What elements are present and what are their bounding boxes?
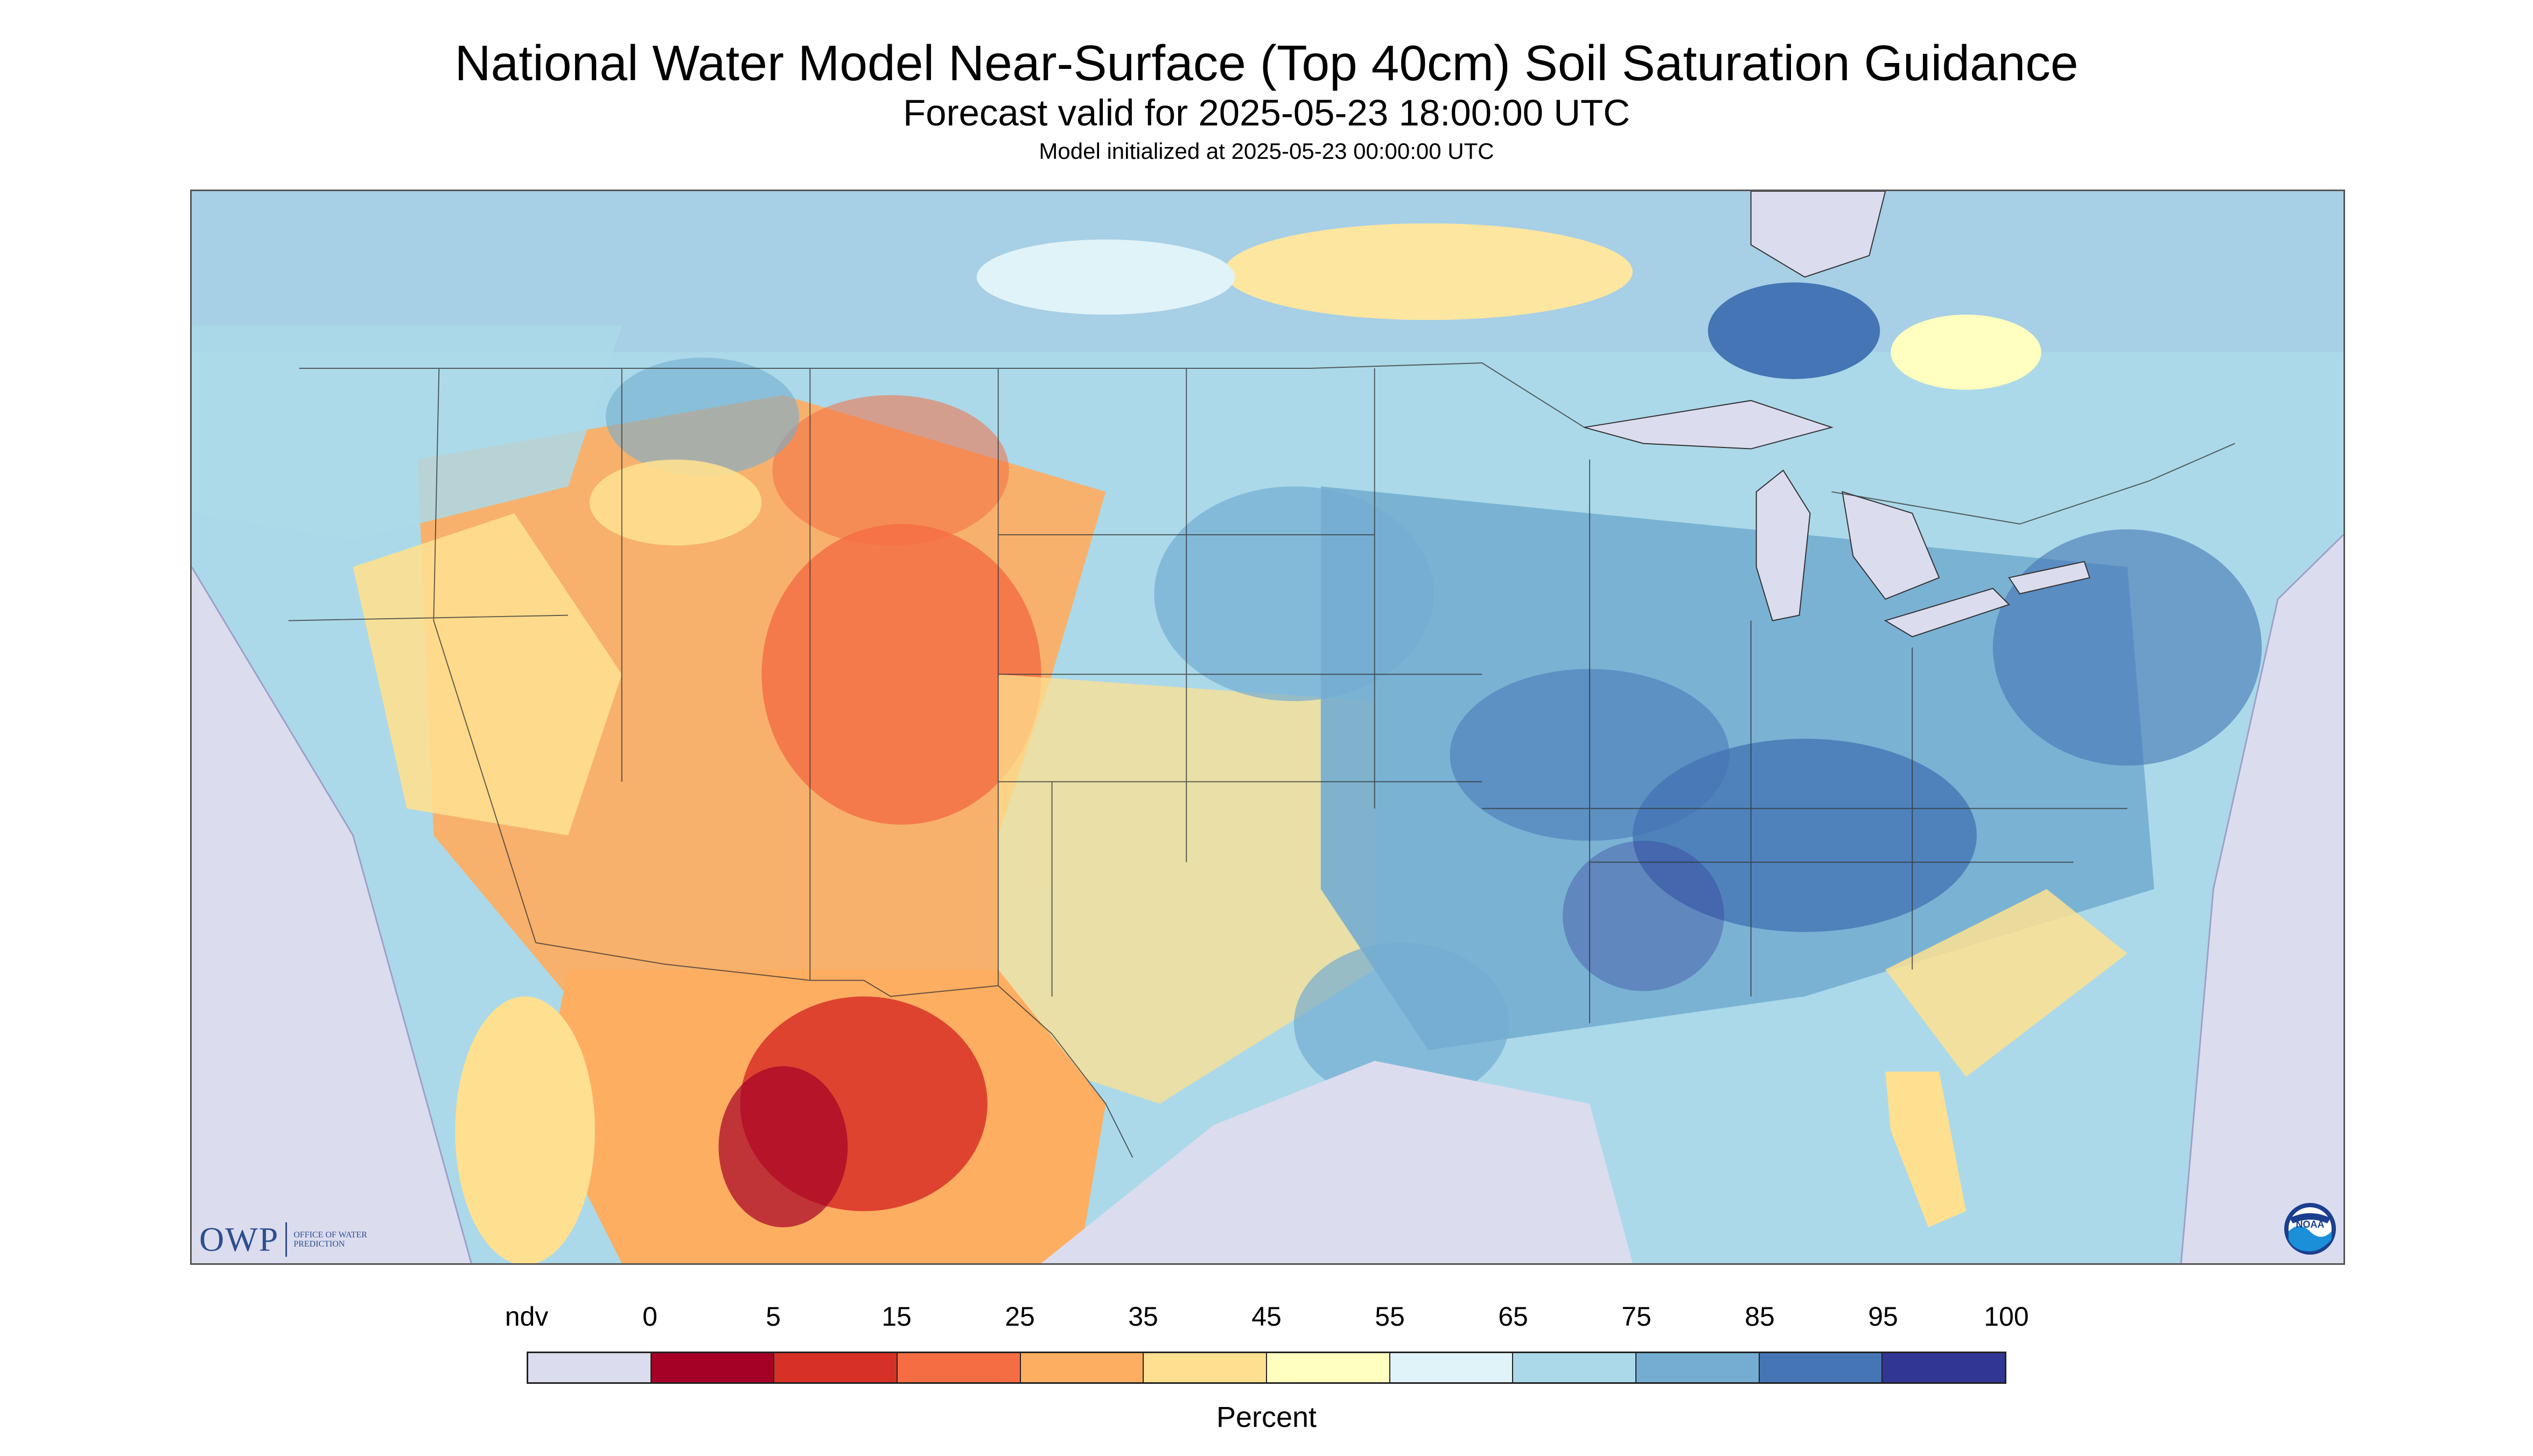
florida-moderate [1885,1072,1967,1228]
legend-swatch-35-45 [1144,1353,1268,1382]
four-corners-dry [761,524,1041,825]
legend-swatch-45-55 [1267,1353,1390,1382]
prairie-moist-patch [976,239,1235,315]
ontario-dry-patch [1891,314,2041,390]
state-lines-central [998,368,1482,997]
legend-swatch-5-15 [774,1353,898,1382]
forecast-valid-subtitle: Forecast valid for 2025-05-23 18:00:00 U… [902,92,1631,134]
legend-label-ndv: ndv [505,1301,549,1332]
legend-label-45: 45 [1251,1301,1282,1332]
us-mexico-border [535,942,1133,1158]
legend-label-95: 95 [1868,1301,1898,1332]
legend-units-label: Percent [1216,1401,1317,1433]
owp-logo: OWP OFFICE OF WATER PREDICTION [199,1218,374,1261]
northern-rockies-moist [605,358,800,476]
southeast-coast-moderate [1885,889,2128,1077]
state-lines-west [288,368,999,986]
hudson-wet-patch [1708,282,1880,379]
domain-outline [192,534,2343,1263]
legend-label-15: 15 [881,1301,912,1332]
legend-swatch-95-100 [1883,1353,2005,1382]
chart-title: National Water Model Near-Surface (Top 4… [454,35,2079,91]
map-panel[interactable] [190,190,2345,1265]
legend-label-0: 0 [642,1301,657,1332]
noaa-logo: NOAA [2284,1203,2336,1255]
legend-label-25: 25 [1005,1301,1035,1332]
legend-label-5: 5 [766,1301,781,1332]
owp-logo-divider [285,1222,288,1257]
pacific-northwest-moist [192,325,622,541]
noaa-logo-text: NOAA [2296,1219,2325,1230]
model-domain [192,191,2343,1263]
legend-swatch-85-95 [1759,1353,1883,1382]
color-legend [527,1352,2006,1384]
political-boundaries [288,362,2235,1158]
legend-swatch-65-75 [1513,1353,1637,1382]
legend-swatch-25-35 [1020,1353,1144,1382]
lake-ontario [2008,561,2091,594]
legend-label-55: 55 [1375,1301,1405,1332]
lake-michigan [1755,469,1811,621]
soil-saturation-map[interactable] [192,191,2343,1263]
wyoming-dry [772,395,1009,546]
northern-plains-moist [1154,486,1434,702]
legend-swatch-ndv [528,1353,652,1382]
legend-swatch-15-25 [898,1353,1021,1382]
legend-label-35: 35 [1128,1301,1158,1332]
prairie-dry-patch [1224,223,1633,320]
sonora-very-dry [718,1066,848,1228]
lake-superior [1584,400,1834,450]
legend-label-75: 75 [1621,1301,1652,1332]
owp-logo-text: OFFICE OF WATER PREDICTION [293,1230,367,1249]
baja-moderate [455,996,595,1263]
hudson-bay [1750,191,1886,278]
state-lines-east [1482,459,2128,1024]
water-bodies [1584,191,2091,638]
legend-swatch-55-65 [1390,1353,1514,1382]
mississippi-wet [1563,841,1724,991]
legend-swatch-0-5 [651,1353,775,1382]
legend-label-65: 65 [1498,1301,1528,1332]
legend-label-85: 85 [1745,1301,1775,1332]
legend-swatch-75-85 [1636,1353,1760,1382]
montana-dry [589,459,762,546]
northeast-wet [1992,529,2262,766]
east-texas-moist [1293,942,1509,1104]
great-basin-moderate [353,513,622,836]
lake-erie [1884,587,2010,638]
model-initialized-subtitle: Model initialized at 2025-05-23 00:00:00… [1039,138,1494,164]
lake-huron [1842,491,1940,600]
owp-logo-mark: OWP [199,1220,279,1258]
legend-label-100: 100 [1984,1301,2029,1332]
us-canada-border [299,362,2235,525]
